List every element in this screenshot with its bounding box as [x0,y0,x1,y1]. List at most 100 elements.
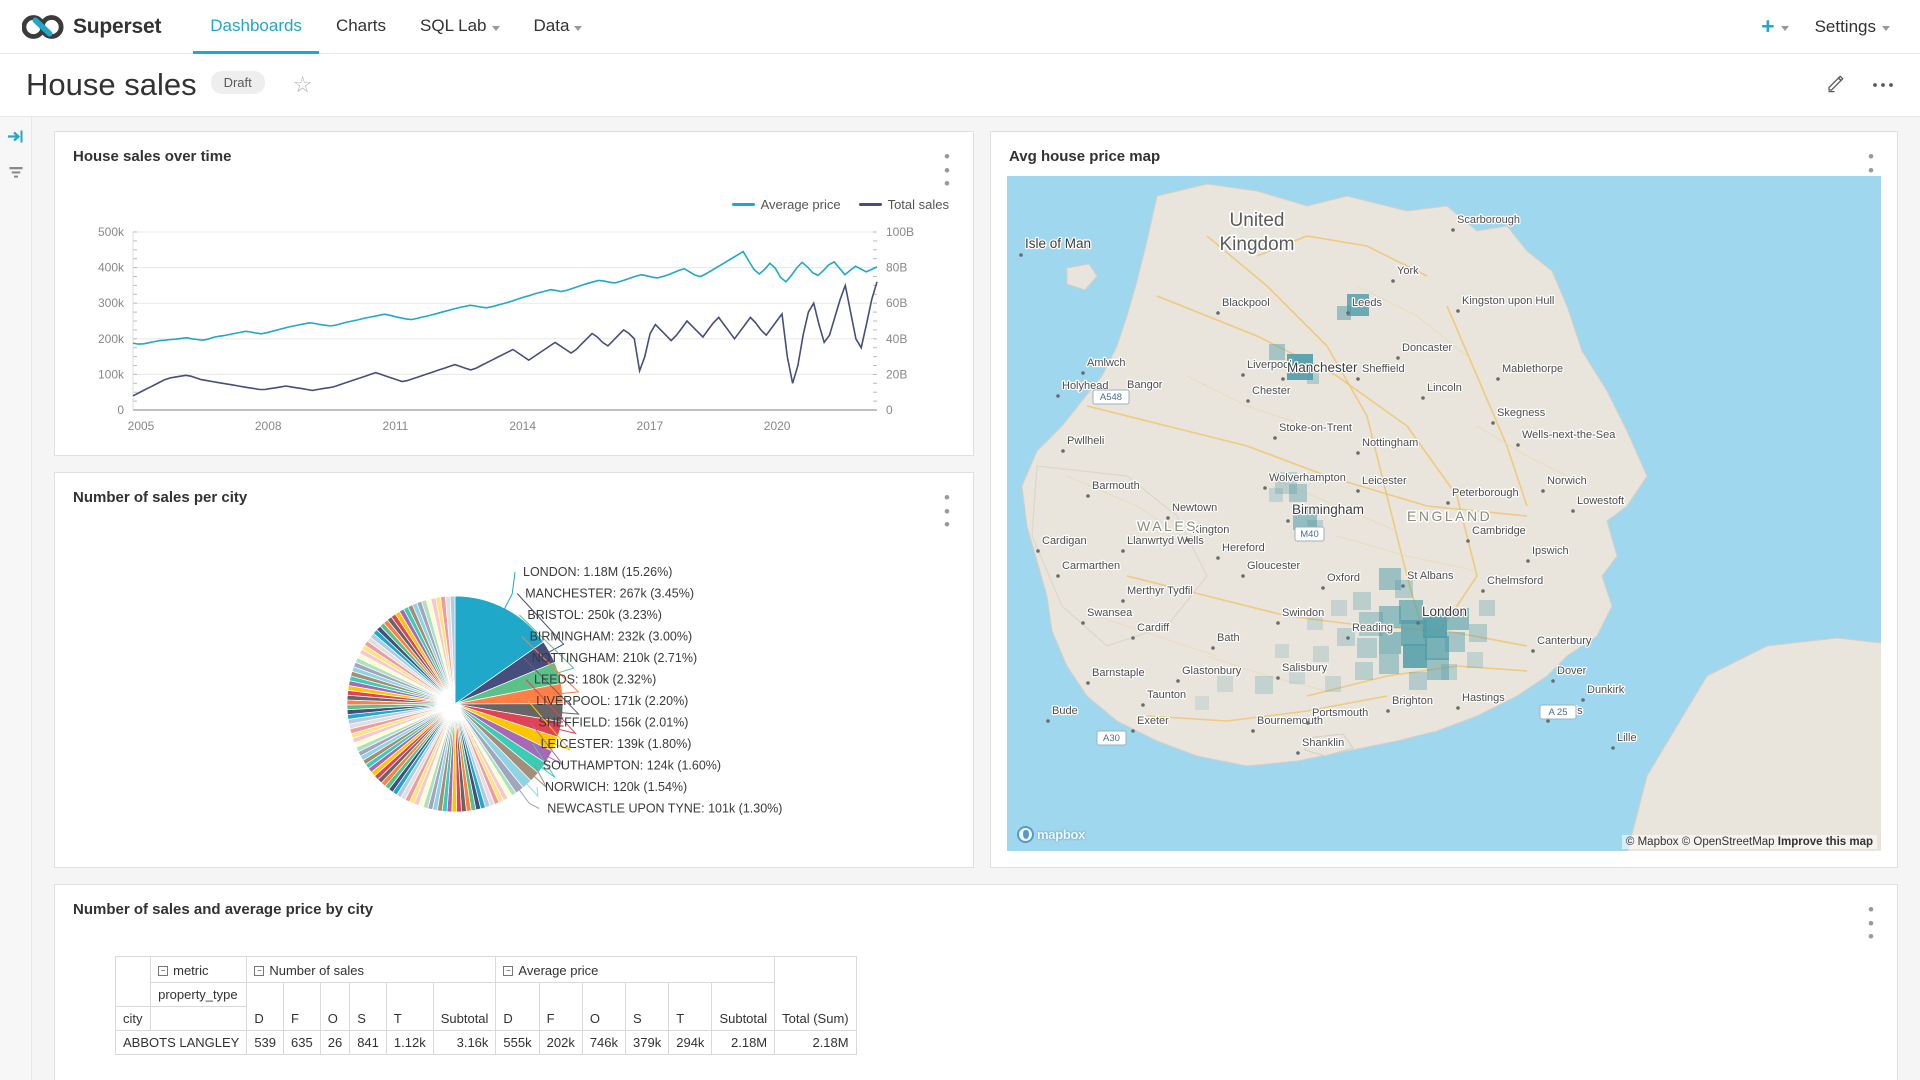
pie-slice-label: SOUTHAMPTON: 124k (1.60%) [543,758,721,772]
kebab-dot: • [1868,147,1875,166]
map-city-dot [1451,228,1455,232]
nav-item-data[interactable]: Data [517,1,600,54]
attribution-mapbox[interactable]: © Mapbox [1625,836,1679,848]
y-axis-left-tick: 300k [98,296,125,310]
attribution-osm[interactable]: © OpenStreetMap [1681,836,1775,848]
metric-group-toggler-0[interactable]: − Number of sales [246,955,497,984]
map-heat-cell [1403,644,1427,668]
map-city-dot [1356,377,1360,381]
x-axis-tick: 2005 [128,419,155,433]
map-city-dot [1346,311,1350,315]
subtotal-header-0: Subtotal [432,982,497,1032]
map-heat-cell [1409,672,1427,690]
map-city-dot [1046,719,1050,723]
new-item-button[interactable]: + [1761,15,1789,38]
table-row[interactable]: ABBOTS LANGLEY 539 635 26 841 1.12k 3.16k 555k 2… [114,1030,857,1056]
map-city-label: Hastings [1462,692,1505,704]
map-city-dot [1356,451,1360,455]
pie-slice-label: SHEFFIELD: 156k (2.01%) [538,715,688,729]
map-city-label: Brighton [1392,695,1433,707]
filter-icon[interactable] [8,165,24,186]
collapse-icon[interactable]: − [158,965,169,976]
map-city-label: Manchester [1287,360,1358,375]
map-city-label: Reading [1352,622,1393,634]
collapse-icon[interactable]: − [503,965,514,976]
pivot-table-scroll[interactable]: − metric − Number of sales − Average price Tot… [55,946,1897,1080]
y-axis-right-tick: 60B [886,296,907,310]
mapbox-logo-text: mapbox [1037,827,1086,842]
grand-total-header: Total (Sum) [774,955,857,1032]
metric-row-toggler[interactable]: − metric [150,955,248,984]
kebab-dot: • [944,160,951,180]
table-cell-subtotal: 2.18M [711,1030,776,1056]
settings-menu[interactable]: Settings [1815,17,1890,37]
map-city-dot [1211,646,1215,650]
map-city-dot [1286,519,1290,523]
map-city-label: Dover [1557,665,1587,677]
chart-plot-area: 0 100k 200k 300k 400k 500k 0 20B 40B 60B 80B 100B 20… [55,218,973,458]
chart-panel-avg-house-price-map: Avg house price map • • • Isle of ManSca… [990,131,1898,868]
map-city-dot [1551,679,1555,683]
map-city-dot [1141,703,1145,707]
map-road-shield: A548 [1092,389,1130,405]
table-header-label: Number of sales [269,963,364,979]
page-title: House sales [26,67,197,102]
mapbox-logo[interactable]: mapbox [1017,826,1085,843]
kebab-dot: • [1868,900,1875,919]
pie-chart-svg: LONDON: 1.18M (15.26%) MANCHESTER: 267k (… [346,565,782,815]
map-heat-cell [1275,644,1289,658]
table-row-label: ABBOTS LANGLEY [114,1030,248,1056]
chart-title: Number of sales per city [73,489,248,506]
map-city-dot [1346,636,1350,640]
kebab-dot: • [1868,160,1875,180]
y-axis-right-tick: 0 [886,403,893,417]
nav-item-dashboards[interactable]: Dashboards [193,1,319,54]
collapse-icon[interactable]: − [254,965,265,976]
table-cell-average-price: 555k [495,1030,540,1056]
map-heat-cell [1337,306,1351,320]
map-heat-cell [1355,662,1373,680]
map-city-label: Cardiff [1137,622,1170,634]
y-axis-left-tick: 0 [117,403,124,417]
metric-group-toggler-1[interactable]: − Average price [495,955,776,984]
legend-item-total-sales[interactable]: Total sales [858,197,949,212]
column-header-0-2: O [319,982,351,1032]
dashboard-row-1: House sales over time • • • Average pric… [54,131,1898,868]
map-heat-cell [1347,294,1369,316]
map-city-label: Cambridge [1472,525,1526,537]
star-icon[interactable]: ☆ [292,72,313,97]
column-header-0-1: F [283,982,321,1032]
map-city-dot [1416,621,1420,625]
map-heat-cell [1331,600,1347,616]
table-cell-average-price: 294k [668,1030,713,1056]
panel-header: Number of sales per city • • • [55,473,973,534]
y-axis-right-tick: 40B [886,332,907,346]
chart-more-menu[interactable]: • • • [940,148,955,193]
map-city-label: Scarborough [1457,214,1520,226]
nav-item-charts[interactable]: Charts [319,1,403,54]
map-city-dot [1216,556,1220,560]
dashboard-more-menu[interactable] [1872,76,1894,94]
map-heat-cell [1379,654,1399,674]
nav-label: Data [533,16,570,35]
chart-more-menu[interactable]: • • • [940,489,955,534]
map-canvas[interactable]: Isle of Man Scarborough York Kingston upon … [1007,176,1881,851]
legend-item-average-price[interactable]: Average price [731,197,841,212]
pie-slice[interactable] [449,595,456,704]
improve-this-map-link[interactable]: Improve this map [1777,836,1873,848]
map-city-label: Chelmsford [1487,575,1543,587]
svg-text:M40: M40 [1300,529,1318,540]
edit-dashboard-button[interactable] [1826,73,1846,98]
map-city-dot [1541,489,1545,493]
map-city-dot [1466,539,1470,543]
map-city-label: Lille [1617,732,1637,744]
map-city-dot [1356,489,1360,493]
table-blank-cell [150,1006,248,1032]
map-city-dot [1086,681,1090,685]
nav-item-sql-lab[interactable]: SQL Lab [403,1,516,54]
pie-slice-label: BIRMINGHAM: 232k (3.00%) [530,629,693,643]
superset-brand[interactable]: Superset [22,14,161,40]
chart-more-menu[interactable]: • • • [1864,901,1879,946]
expand-panel-icon[interactable] [7,129,24,149]
table-header-row: city [114,1006,857,1032]
